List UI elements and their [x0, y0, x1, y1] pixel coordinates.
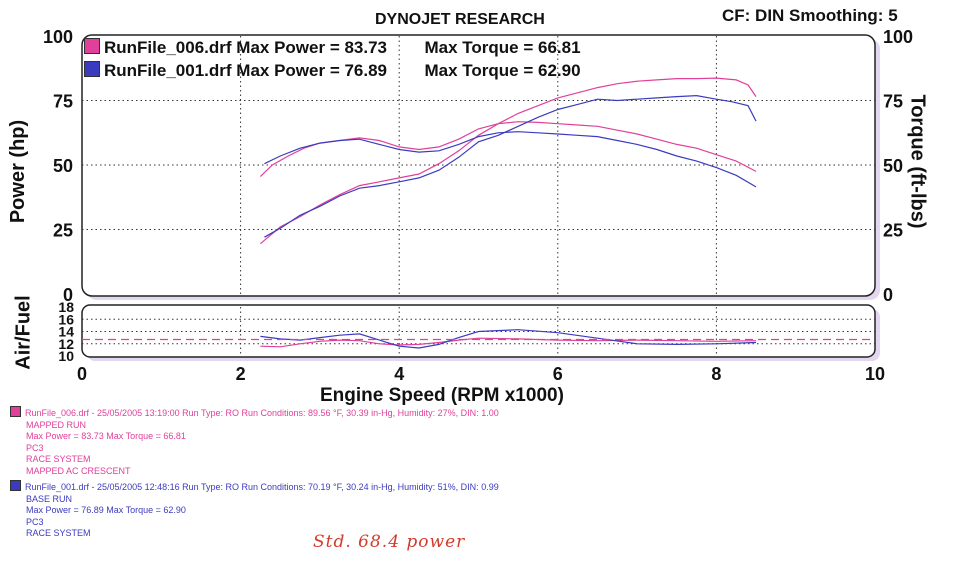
- y2-tick-label: 100: [883, 27, 913, 47]
- note-line: RunFile_001.drf - 25/05/2005 12:48:16 Ru…: [10, 480, 499, 494]
- legend: RunFile_006.drf Max Power = 83.73 Max To…: [84, 38, 581, 81]
- settings-label: CF: DIN Smoothing: 5: [722, 6, 898, 25]
- legend-max-power: Max Power = 83.73: [236, 38, 388, 57]
- legend-swatch: [84, 61, 100, 77]
- x-tick-label: 2: [236, 364, 246, 384]
- legend-file: RunFile_001.drf: [104, 61, 232, 80]
- airfuel-axis-label: Air/Fuel: [12, 295, 35, 370]
- run-notes-001: RunFile_001.drf - 25/05/2005 12:48:16 Ru…: [10, 480, 499, 540]
- y2-tick-label: 0: [883, 285, 893, 305]
- legend-max-torque: Max Torque = 62.90: [424, 61, 581, 80]
- y-tick-label: 100: [43, 27, 73, 47]
- note-swatch: [10, 406, 21, 417]
- note-line: Max Power = 83.73 Max Torque = 66.81: [26, 431, 186, 441]
- note-line: RunFile_006.drf - 25/05/2005 13:19:00 Ru…: [10, 406, 499, 420]
- series-line: [260, 77, 757, 245]
- af-tick-label: 14: [58, 324, 74, 340]
- legend-entry: RunFile_006.drf Max Power = 83.73 Max To…: [84, 38, 581, 58]
- y-tick-label: 0: [63, 285, 73, 305]
- legend-max-power: Max Power = 76.89: [236, 61, 388, 80]
- x-tick-label: 0: [77, 364, 87, 384]
- x-tick-label: 10: [865, 364, 885, 384]
- y-tick-label: 50: [53, 156, 73, 176]
- legend-file: RunFile_006.drf: [104, 38, 232, 57]
- y-tick-label: 75: [53, 92, 73, 112]
- legend-entry: RunFile_001.drf Max Power = 76.89 Max To…: [84, 61, 581, 81]
- x-tick-label: 8: [711, 364, 721, 384]
- y2-tick-label: 75: [883, 92, 903, 112]
- torque-axis-label: Torque (ft-lbs): [906, 94, 929, 229]
- chart-title: DYNOJET RESEARCH: [375, 11, 545, 28]
- y2-tick-label: 25: [883, 221, 903, 241]
- series-line: [264, 94, 757, 238]
- run-notes-006: RunFile_006.drf - 25/05/2005 13:19:00 Ru…: [10, 406, 499, 477]
- note-line: Max Power = 76.89 Max Torque = 62.90: [26, 505, 186, 515]
- note-line: PC3: [26, 442, 44, 453]
- y-tick-label: 25: [53, 221, 73, 241]
- x-tick-label: 6: [553, 364, 563, 384]
- handwritten-note: Std. 68.4 power: [313, 532, 466, 552]
- series-line: [260, 329, 757, 349]
- legend-swatch: [84, 38, 100, 54]
- af-tick-label: 18: [58, 299, 74, 315]
- note-line: BASE RUN: [26, 493, 73, 504]
- y2-tick-label: 50: [883, 156, 903, 176]
- note-swatch: [10, 480, 21, 491]
- x-axis-label: Engine Speed (RPM x1000): [320, 385, 564, 406]
- series-line: [260, 337, 757, 348]
- note-line: RACE SYSTEM: [26, 454, 91, 464]
- af-tick-label: 10: [58, 348, 74, 364]
- series-line: [264, 131, 757, 188]
- note-line: MAPPED RUN: [26, 419, 87, 430]
- af-tick-label: 12: [58, 336, 74, 352]
- note-line: PC3: [26, 516, 44, 527]
- x-tick-label: 4: [394, 364, 404, 384]
- note-line: MAPPED AC CRESCENT: [26, 465, 131, 476]
- note-line: RACE SYSTEM: [26, 528, 91, 538]
- power-axis-label: Power (hp): [7, 119, 30, 224]
- af-tick-label: 16: [58, 311, 74, 327]
- legend-max-torque: Max Torque = 66.81: [424, 38, 581, 57]
